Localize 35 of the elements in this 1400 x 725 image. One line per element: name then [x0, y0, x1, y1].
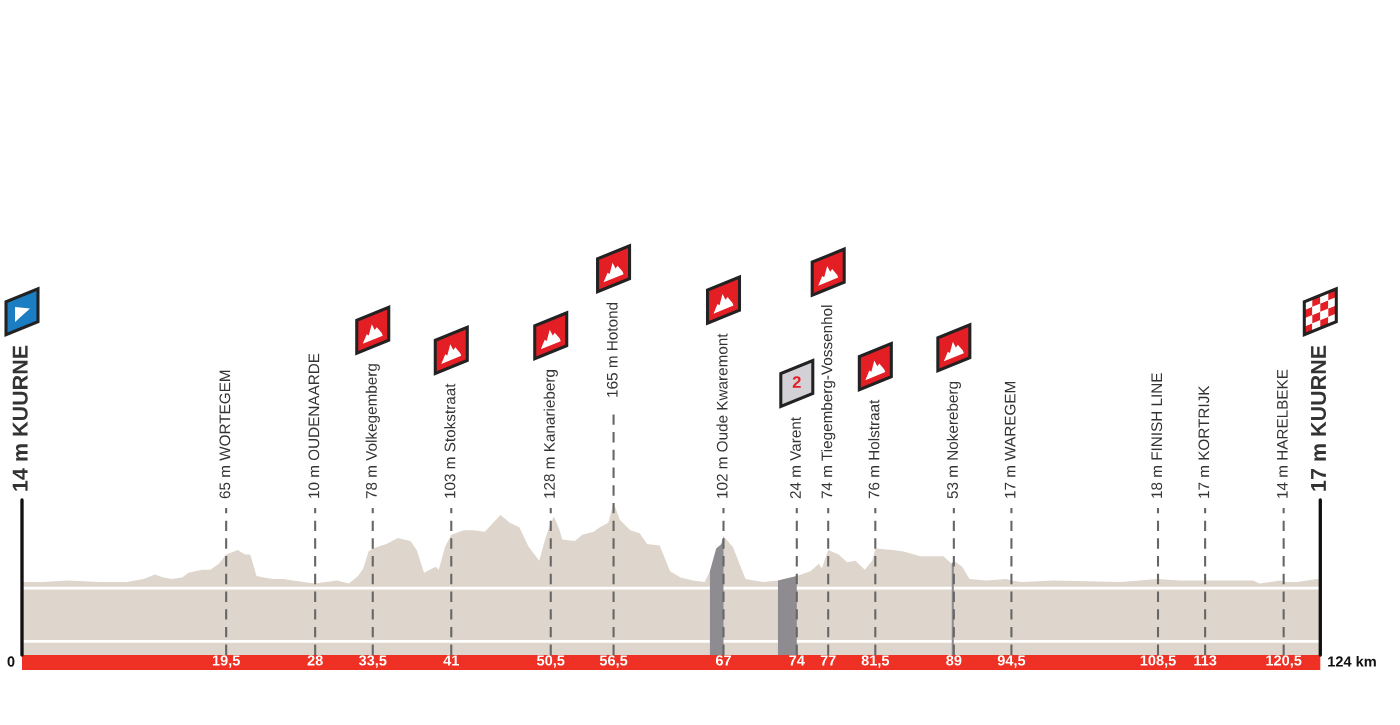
ref-line-label: 14 m HARELBEKE — [1277, 369, 1288, 498]
x-tick-label: 94,5 — [997, 655, 1026, 668]
ref-line-label: 17 m KORTRIJK — [1198, 385, 1210, 498]
x-tick-label: 89 — [946, 655, 962, 666]
x-tick-label: 74 — [789, 655, 805, 666]
x-tick-label: 113 — [1194, 655, 1217, 666]
ref-line-label: 17 m KUURNE — [1311, 345, 1327, 491]
x-tick-label: 19,5 — [212, 655, 240, 668]
ref-line-label: 17 m WAREGEM — [1004, 381, 1016, 498]
ref-line-label: 74 m Tiegemberg-Vossenhol — [821, 305, 836, 499]
text: 2 — [792, 376, 801, 388]
x-tick-label: 81,5 — [861, 655, 890, 668]
ref-line-label: 76 m Holstraat — [868, 399, 880, 499]
ref-line-label: 103 m Stokstraat — [444, 383, 456, 498]
x-tick-label: 56,5 — [599, 655, 628, 668]
ref-line-label: 24 m Varent — [790, 417, 801, 499]
ref-line-label: 65 m WORTEGEM — [219, 370, 231, 499]
ref-line-label: 128 m Kanarieberg — [543, 370, 558, 498]
x-tick-label: 108,5 — [1140, 655, 1176, 668]
x-tick-label: 33,5 — [358, 655, 387, 668]
x-tick-label: 28 — [307, 655, 323, 666]
x-tick-label: 50,5 — [537, 655, 565, 668]
ref-line-label: 18 m FINISH LINE — [1151, 373, 1163, 498]
ref-line-label: 14 m KUURNE — [12, 345, 28, 491]
x-tick-label: 120,5 — [1266, 655, 1302, 668]
x-tick-label: 77 — [820, 655, 836, 666]
text: 124 km — [1328, 655, 1376, 667]
ref-line-label: 53 m Nokereberg — [946, 381, 961, 499]
ref-line-label: 10 m OUDENAARDE — [308, 353, 320, 498]
x-tick-label: 67 — [715, 655, 731, 666]
ref-line-label: 165 m Hotond — [606, 302, 618, 397]
text: 0 — [7, 656, 15, 667]
ref-line-label: 102 m Oude Kwaremont — [716, 333, 728, 498]
x-tick-label: 41 — [443, 655, 459, 666]
ref-line-label: 78 m Volkegemberg — [365, 364, 380, 499]
